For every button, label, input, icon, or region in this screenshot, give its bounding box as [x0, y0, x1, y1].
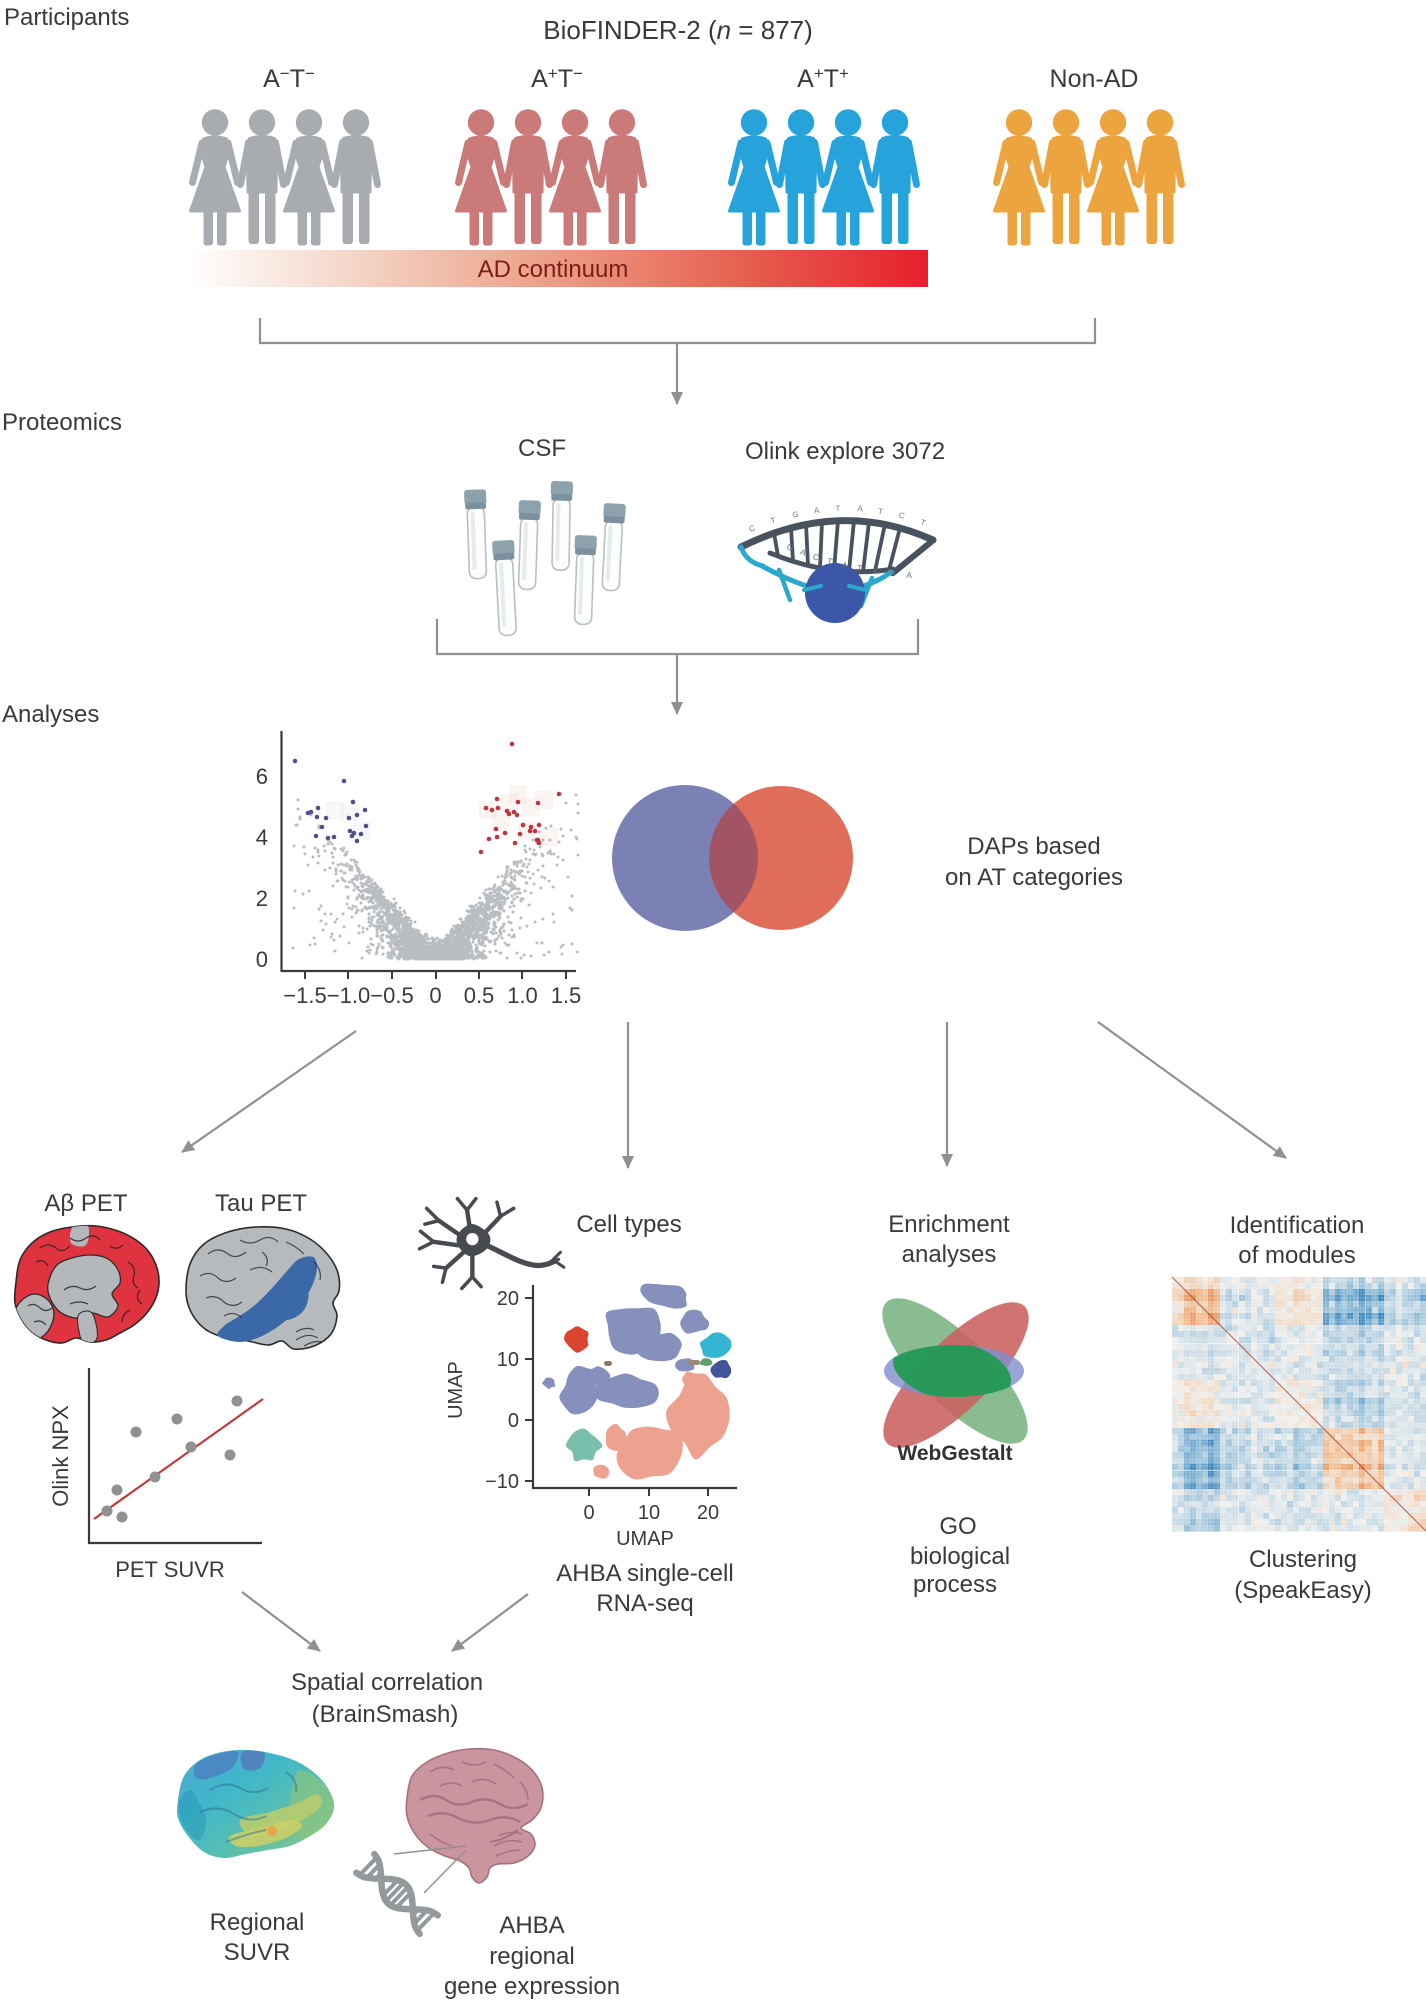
svg-text:2: 2: [256, 886, 268, 911]
svg-text:A: A: [813, 506, 820, 516]
svg-text:of modules: of modules: [1238, 1242, 1355, 1269]
svg-text:G: G: [888, 568, 896, 579]
svg-text:CSF: CSF: [518, 435, 566, 462]
svg-text:20: 20: [497, 1288, 519, 1310]
svg-text:A−T−: A−T−: [263, 64, 315, 93]
svg-text:Olink explore 3072: Olink explore 3072: [745, 438, 945, 465]
svg-text:Identification: Identification: [1230, 1212, 1365, 1239]
svg-text:6: 6: [256, 764, 268, 789]
svg-text:0: 0: [256, 947, 268, 972]
svg-text:1.0: 1.0: [507, 983, 538, 1008]
svg-text:UMAP: UMAP: [616, 1528, 674, 1550]
svg-text:DAPs based: DAPs based: [967, 833, 1100, 860]
svg-text:A: A: [906, 570, 913, 580]
svg-text:T: T: [877, 507, 883, 517]
svg-text:0.5: 0.5: [464, 983, 495, 1008]
svg-text:A: A: [799, 547, 808, 558]
svg-text:0: 0: [583, 1502, 594, 1524]
svg-text:Non-AD: Non-AD: [1050, 65, 1139, 93]
svg-text:biological: biological: [910, 1543, 1010, 1570]
svg-text:−10: −10: [485, 1471, 519, 1493]
svg-text:T: T: [770, 516, 778, 526]
svg-text:UMAP: UMAP: [445, 1361, 467, 1419]
svg-text:−1.0: −1.0: [327, 983, 370, 1008]
svg-text:A+T−: A+T−: [531, 64, 583, 93]
svg-text:on AT categories: on AT categories: [945, 864, 1123, 891]
svg-text:Enrichment: Enrichment: [888, 1211, 1010, 1238]
svg-text:analyses: analyses: [902, 1241, 997, 1268]
svg-text:Analyses: Analyses: [2, 701, 99, 728]
svg-text:T: T: [919, 518, 927, 528]
svg-text:WebGestalt: WebGestalt: [897, 1442, 1012, 1465]
svg-text:20: 20: [697, 1502, 719, 1524]
svg-text:−0.5: −0.5: [370, 983, 413, 1008]
svg-text:A: A: [857, 504, 864, 513]
svg-text:Participants: Participants: [4, 4, 129, 31]
svg-text:AD continuum: AD continuum: [478, 256, 629, 283]
svg-text:10: 10: [497, 1349, 519, 1371]
svg-text:T: T: [835, 504, 840, 513]
svg-text:G: G: [785, 541, 795, 553]
svg-text:T: T: [826, 556, 834, 567]
svg-text:PET SUVR: PET SUVR: [115, 1557, 225, 1582]
svg-text:−1.5: −1.5: [283, 983, 326, 1008]
svg-text:C: C: [748, 523, 757, 534]
svg-text:Cell types: Cell types: [576, 1211, 681, 1238]
svg-text:0: 0: [429, 983, 441, 1008]
svg-text:GO: GO: [939, 1513, 976, 1540]
svg-text:A: A: [872, 566, 879, 577]
svg-text:C: C: [811, 551, 820, 562]
svg-text:Aβ PET: Aβ PET: [44, 1190, 127, 1217]
svg-text:Tau PET: Tau PET: [215, 1190, 307, 1217]
svg-text:Olink NPX: Olink NPX: [48, 1405, 73, 1507]
svg-text:G: G: [791, 509, 799, 519]
svg-text:A: A: [841, 560, 849, 571]
svg-text:Proteomics: Proteomics: [2, 409, 122, 436]
svg-text:BioFINDER-2 (n = 877): BioFINDER-2 (n = 877): [543, 15, 813, 45]
svg-text:4: 4: [256, 825, 268, 850]
svg-text:10: 10: [638, 1502, 660, 1524]
svg-text:T: T: [856, 563, 863, 574]
svg-text:1.5: 1.5: [551, 983, 582, 1008]
svg-text:0: 0: [508, 1410, 519, 1432]
svg-text:process: process: [913, 1571, 997, 1598]
svg-text:C: C: [898, 510, 906, 520]
